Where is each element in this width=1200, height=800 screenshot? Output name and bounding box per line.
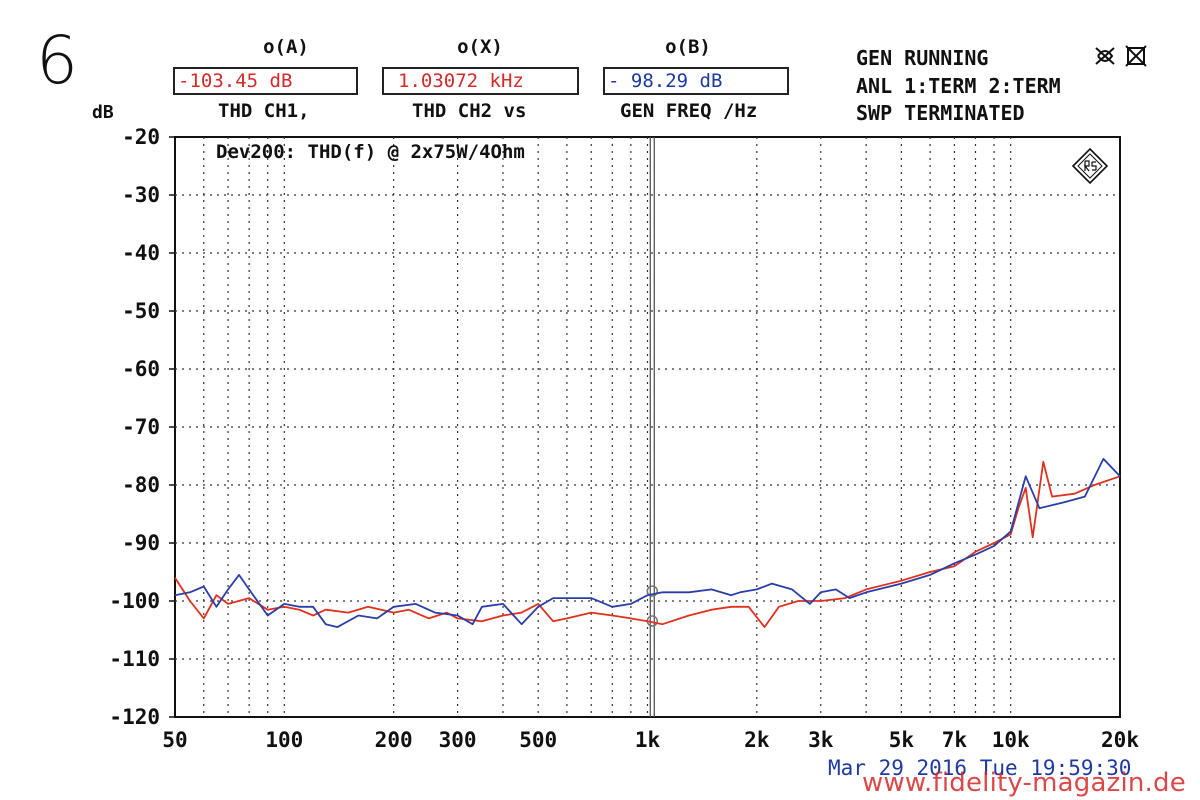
y-axis: -20 -30 -40 -50 -60 -70 -80 -90 -100 -110 -120 (109, 125, 175, 729)
x-tick-label: 5k (889, 728, 915, 752)
x-tick-label: 3k (808, 728, 834, 752)
frequency-cursor (646, 137, 659, 717)
y-tick-label: -110 (109, 647, 160, 671)
x-tick-label: 200 (375, 728, 413, 752)
status-generator: GEN RUNNING (856, 46, 989, 70)
x-tick-label: 300 (439, 728, 477, 752)
timestamp: Mar 29 2016 Tue 19:59:30 (828, 756, 1132, 780)
watermark: www.fidelity-magazin.de (862, 768, 1186, 798)
cursor-crossed-icon (1125, 45, 1147, 67)
x-tick-label: 1k (635, 728, 661, 752)
status-icons (1095, 45, 1147, 67)
y-tick-label: -100 (109, 589, 160, 613)
status-sweep: SWP TERMINATED (856, 101, 1025, 125)
y-tick-label: -20 (122, 125, 160, 149)
x-tick-label: 100 (265, 728, 303, 752)
x-tick-label: 7k (942, 728, 968, 752)
grid (175, 137, 1120, 717)
readout-a-caption: THD CH1, (218, 100, 310, 122)
y-tick-label: -120 (109, 705, 160, 729)
rohde-schwarz-logo-icon (1071, 147, 1109, 185)
x-tick-label: 50 (162, 728, 187, 752)
readout-x-title: o(X) (457, 36, 503, 58)
x-tick-label: 500 (519, 728, 557, 752)
figure-number: 6 (36, 22, 78, 99)
readout-a-title: o(A) (263, 36, 309, 58)
readout-x-value: 1.03072 kHz (382, 67, 579, 95)
y-tick-label: -80 (122, 473, 160, 497)
y-tick-label: -30 (122, 183, 160, 207)
readout-a-value: -103.45 dB (173, 67, 358, 95)
chart-title: Dev200: THD(f) @ 2x75W/4Ohm (216, 141, 525, 163)
readout-b-title: o(B) (665, 36, 711, 58)
readout-b-value: - 98.29 dB (603, 67, 789, 95)
y-tick-label: -50 (122, 299, 160, 323)
x-axis: 50 100 200 300 500 1k 2k 3k 5k 7k 10k 20k (162, 728, 1139, 752)
y-tick-label: -70 (122, 415, 160, 439)
x-tick-label: 20k (1101, 728, 1139, 752)
status-analyzer: ANL 1:TERM 2:TERM (856, 74, 1061, 98)
x-tick-label: 2k (744, 728, 770, 752)
y-tick-label: -60 (122, 357, 160, 381)
series-line-2 (174, 458, 1121, 628)
probe-crossed-icon (1095, 47, 1115, 65)
y-axis-unit: dB (92, 102, 114, 123)
readout-b-caption: GEN FREQ /Hz (620, 100, 758, 122)
x-tick-label: 10k (992, 728, 1030, 752)
series-group (174, 458, 1121, 628)
y-tick-label: -40 (122, 241, 160, 265)
readout-x-caption: THD CH2 vs (412, 100, 527, 122)
y-tick-label: -90 (122, 531, 160, 555)
cursor-marker (646, 585, 659, 597)
